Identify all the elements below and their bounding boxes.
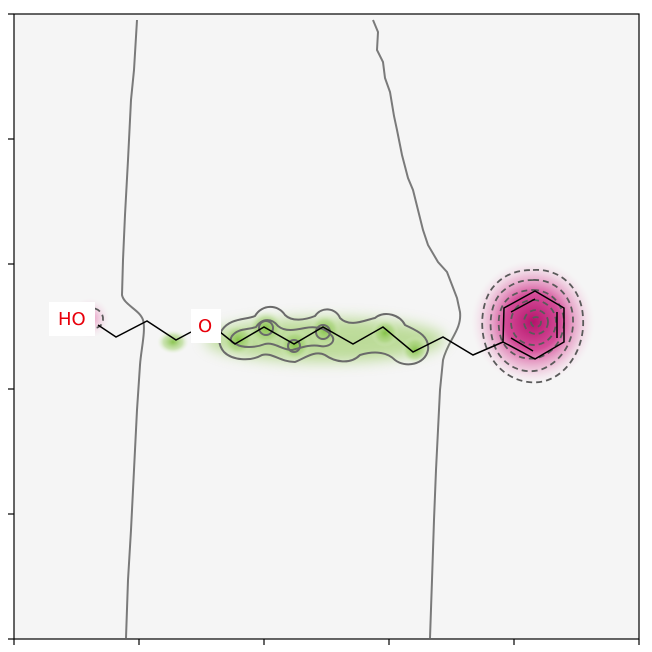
negative-region-ring [471, 260, 595, 384]
atom-label-hydroxyl: HO [49, 302, 95, 336]
contour-right [372, 19, 462, 639]
molecule-bonds [97, 290, 565, 360]
ether-oxygen-label: O [198, 316, 212, 337]
contour-left [120, 19, 145, 639]
axes-frame [13, 13, 640, 640]
axis-ticks [8, 13, 640, 645]
hydroxyl-label: HO [58, 309, 86, 330]
atom-label-ether-oxygen: O [191, 309, 221, 343]
positive-contours [218, 305, 430, 366]
